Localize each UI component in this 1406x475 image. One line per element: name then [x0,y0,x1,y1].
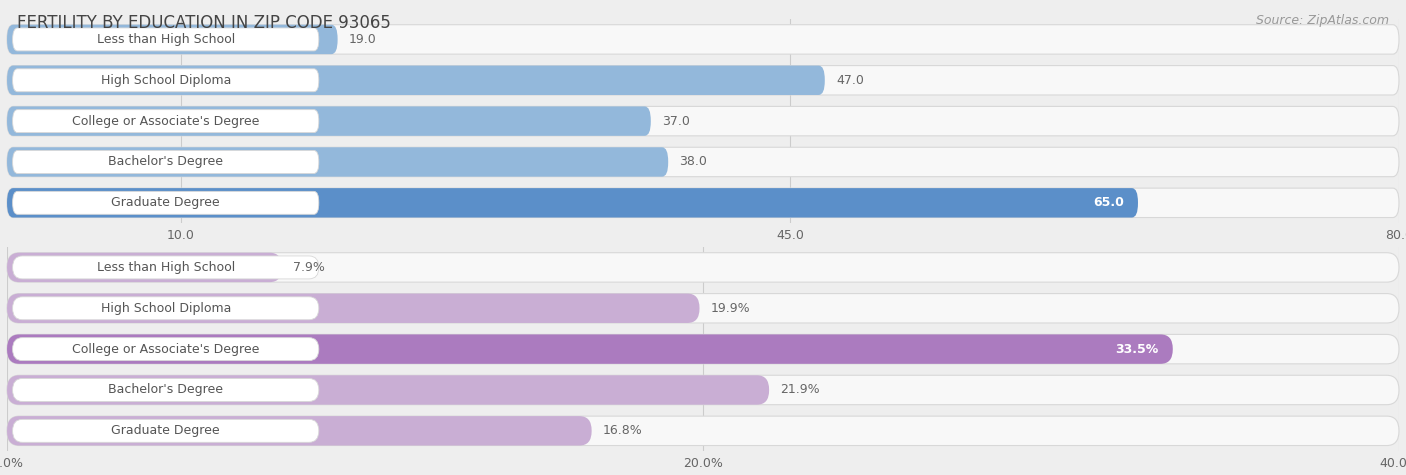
Text: College or Associate's Degree: College or Associate's Degree [72,342,259,356]
FancyBboxPatch shape [7,25,337,54]
FancyBboxPatch shape [7,106,651,136]
FancyBboxPatch shape [7,334,1173,364]
Text: FERTILITY BY EDUCATION IN ZIP CODE 93065: FERTILITY BY EDUCATION IN ZIP CODE 93065 [17,14,391,32]
Text: 19.9%: 19.9% [710,302,751,315]
FancyBboxPatch shape [13,110,319,133]
FancyBboxPatch shape [13,379,319,401]
Text: Source: ZipAtlas.com: Source: ZipAtlas.com [1256,14,1389,27]
Text: 65.0: 65.0 [1094,196,1123,209]
Text: 80.0: 80.0 [1385,228,1406,242]
Text: High School Diploma: High School Diploma [100,302,231,315]
FancyBboxPatch shape [7,147,668,177]
Text: Less than High School: Less than High School [97,261,235,274]
Text: College or Associate's Degree: College or Associate's Degree [72,114,259,128]
Text: 21.9%: 21.9% [780,383,820,397]
FancyBboxPatch shape [13,338,319,361]
Text: 20.0%: 20.0% [683,456,723,470]
Text: 33.5%: 33.5% [1115,342,1159,356]
FancyBboxPatch shape [7,294,1399,323]
FancyBboxPatch shape [13,69,319,92]
Text: Less than High School: Less than High School [97,33,235,46]
FancyBboxPatch shape [13,419,319,442]
FancyBboxPatch shape [13,256,319,279]
Text: 40.0%: 40.0% [1379,456,1406,470]
FancyBboxPatch shape [7,375,1399,405]
Text: 0.0%: 0.0% [0,456,22,470]
Text: Bachelor's Degree: Bachelor's Degree [108,383,224,397]
Text: 16.8%: 16.8% [603,424,643,437]
FancyBboxPatch shape [7,188,1137,218]
FancyBboxPatch shape [7,66,1399,95]
Text: 47.0: 47.0 [837,74,863,87]
FancyBboxPatch shape [7,253,283,282]
Text: Bachelor's Degree: Bachelor's Degree [108,155,224,169]
Text: High School Diploma: High School Diploma [100,74,231,87]
Text: 10.0: 10.0 [167,228,195,242]
Text: 45.0: 45.0 [776,228,804,242]
Text: Graduate Degree: Graduate Degree [111,424,219,437]
FancyBboxPatch shape [7,334,1399,364]
FancyBboxPatch shape [7,106,1399,136]
FancyBboxPatch shape [13,297,319,320]
FancyBboxPatch shape [13,191,319,214]
Text: Graduate Degree: Graduate Degree [111,196,219,209]
FancyBboxPatch shape [7,25,1399,54]
FancyBboxPatch shape [7,416,592,446]
FancyBboxPatch shape [7,253,1399,282]
FancyBboxPatch shape [7,147,1399,177]
FancyBboxPatch shape [7,375,769,405]
FancyBboxPatch shape [7,416,1399,446]
Text: 7.9%: 7.9% [292,261,325,274]
FancyBboxPatch shape [7,66,825,95]
Text: 38.0: 38.0 [679,155,707,169]
FancyBboxPatch shape [13,28,319,51]
Text: 19.0: 19.0 [349,33,377,46]
FancyBboxPatch shape [7,188,1399,218]
FancyBboxPatch shape [7,294,700,323]
Text: 37.0: 37.0 [662,114,690,128]
FancyBboxPatch shape [13,151,319,173]
